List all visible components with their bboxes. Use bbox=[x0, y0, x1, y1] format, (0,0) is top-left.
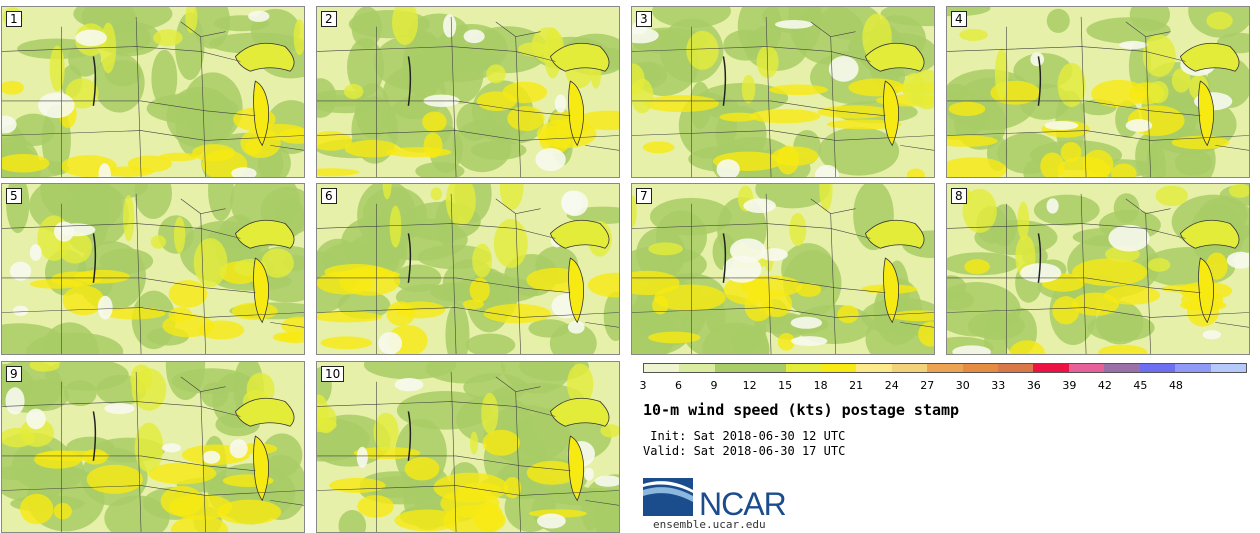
colorbar-segment bbox=[1104, 364, 1140, 372]
init-time: Init: Sat 2018-06-30 12 UTC bbox=[643, 429, 846, 443]
member-panel-10: 10 bbox=[316, 361, 620, 533]
colorbar-tick-label: 21 bbox=[849, 379, 864, 392]
colorbar-segment bbox=[821, 364, 857, 372]
colorbar-ticks: 3 6 9 12 15 18 21 24 27 30 33 36 39 42 45 48 bbox=[639, 379, 1247, 393]
plot-title: 10-m wind speed (kts) postage stamp bbox=[643, 401, 960, 419]
colorbar-segment bbox=[785, 364, 822, 372]
colorbar-segment bbox=[927, 364, 963, 372]
colorbar-segment bbox=[679, 364, 715, 372]
colorbar-segment bbox=[998, 364, 1034, 372]
logo-url: ensemble.ucar.edu bbox=[653, 518, 766, 531]
colorbar-segment bbox=[750, 364, 786, 372]
member-panel-3: 3 bbox=[631, 6, 935, 178]
colorbar-segment bbox=[1068, 364, 1105, 372]
member-number-label: 7 bbox=[636, 188, 652, 204]
colorbar-tick-label: 3 bbox=[639, 379, 647, 392]
colorbar-segment bbox=[1210, 364, 1246, 372]
member-panel-1: 1 bbox=[1, 6, 305, 178]
valid-time: Valid: Sat 2018-06-30 17 UTC bbox=[643, 444, 846, 458]
member-panel-8: 8 bbox=[946, 183, 1250, 355]
member-panel-5: 5 bbox=[1, 183, 305, 355]
colorbar-tick-label: 45 bbox=[1133, 379, 1148, 392]
colorbar-segment bbox=[891, 364, 928, 372]
logo-text: NCAR bbox=[699, 486, 787, 522]
colorbar-tick-label: 6 bbox=[675, 379, 683, 392]
member-number-label: 2 bbox=[321, 11, 337, 27]
colorbar-tick-label: 33 bbox=[991, 379, 1006, 392]
colorbar-tick-label: 12 bbox=[742, 379, 757, 392]
colorbar-segment bbox=[644, 364, 680, 372]
member-number-label: 6 bbox=[321, 188, 337, 204]
ncar-logo-icon bbox=[643, 478, 693, 516]
colorbar-segment bbox=[962, 364, 999, 372]
colorbar-segment bbox=[714, 364, 751, 372]
member-panel-4: 4 bbox=[946, 6, 1250, 178]
colorbar-tick-label: 15 bbox=[778, 379, 793, 392]
colorbar-tick-label: 27 bbox=[920, 379, 935, 392]
member-number-label: 1 bbox=[6, 11, 22, 27]
colorbar-segment bbox=[1175, 364, 1211, 372]
colorbar-tick-label: 30 bbox=[955, 379, 970, 392]
member-panel-7: 7 bbox=[631, 183, 935, 355]
member-panel-2: 2 bbox=[316, 6, 620, 178]
colorbar-tick-label: 42 bbox=[1097, 379, 1112, 392]
member-number-label: 8 bbox=[951, 188, 967, 204]
colorbar-tick-label: 9 bbox=[710, 379, 718, 392]
colorbar-tick-label: 24 bbox=[884, 379, 899, 392]
colorbar bbox=[643, 363, 1247, 373]
colorbar-tick-label: 39 bbox=[1062, 379, 1077, 392]
member-number-label: 4 bbox=[951, 11, 967, 27]
colorbar-segment bbox=[1139, 364, 1176, 372]
colorbar-tick-label: 18 bbox=[813, 379, 828, 392]
colorbar-segment bbox=[856, 364, 892, 372]
colorbar-segment bbox=[1033, 364, 1069, 372]
colorbar-tick-label: 48 bbox=[1168, 379, 1183, 392]
member-panel-9: 9 bbox=[1, 361, 305, 533]
member-panel-6: 6 bbox=[316, 183, 620, 355]
colorbar-tick-label: 36 bbox=[1026, 379, 1041, 392]
member-number-label: 3 bbox=[636, 11, 652, 27]
member-number-label: 9 bbox=[6, 366, 22, 382]
member-number-label: 5 bbox=[6, 188, 22, 204]
member-number-label: 10 bbox=[321, 366, 345, 382]
